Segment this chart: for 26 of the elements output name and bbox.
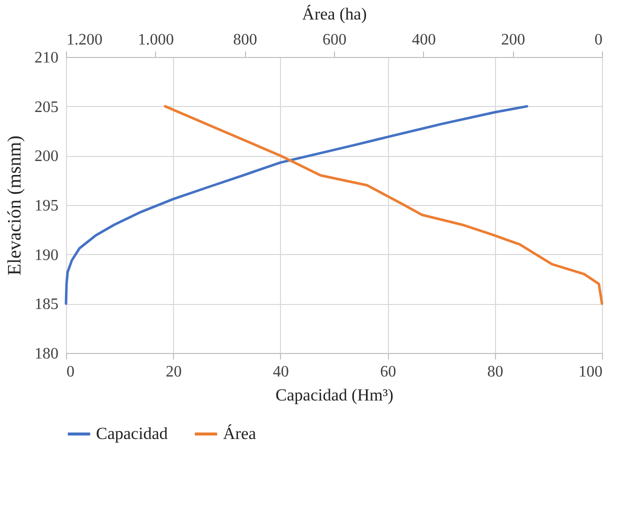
x2-tick-label: 0 — [594, 32, 602, 48]
x-tick-label: 0 — [66, 364, 74, 380]
x2-tick-label: 1.200 — [66, 32, 102, 48]
y-tick-label: 190 — [34, 246, 58, 264]
x2-tick-label: 1.000 — [138, 32, 174, 48]
legend-label: Área — [223, 424, 256, 443]
line-series — [64, 105, 528, 305]
y-tick-label: 195 — [34, 198, 58, 214]
x2-axis-title: Área (ha) — [302, 4, 367, 24]
y-tick-label: 210 — [34, 50, 58, 66]
x2-tick-label: 400 — [412, 32, 436, 48]
x-tick-label: 20 — [166, 364, 182, 380]
x-tick-label: 40 — [272, 364, 289, 380]
x2-tick-label: 200 — [501, 32, 526, 48]
y-tick-label: 205 — [34, 98, 58, 116]
y-tick-label: 200 — [34, 148, 58, 166]
y-tick-label: 185 — [34, 296, 58, 314]
legend-label: Capacidad — [96, 424, 168, 443]
y-axis-title: Elevación (msnm) — [4, 136, 26, 276]
x-tick-label: 60 — [380, 364, 396, 380]
y-tick-label: 180 — [34, 346, 58, 362]
x2-tick-label: 600 — [322, 32, 346, 48]
x-axis-title: Capacidad (Hm³) — [276, 386, 394, 404]
x2-tick-label: 800 — [233, 32, 258, 48]
x-tick-label: 100 — [578, 364, 602, 380]
x-tick-label: 80 — [487, 364, 504, 380]
